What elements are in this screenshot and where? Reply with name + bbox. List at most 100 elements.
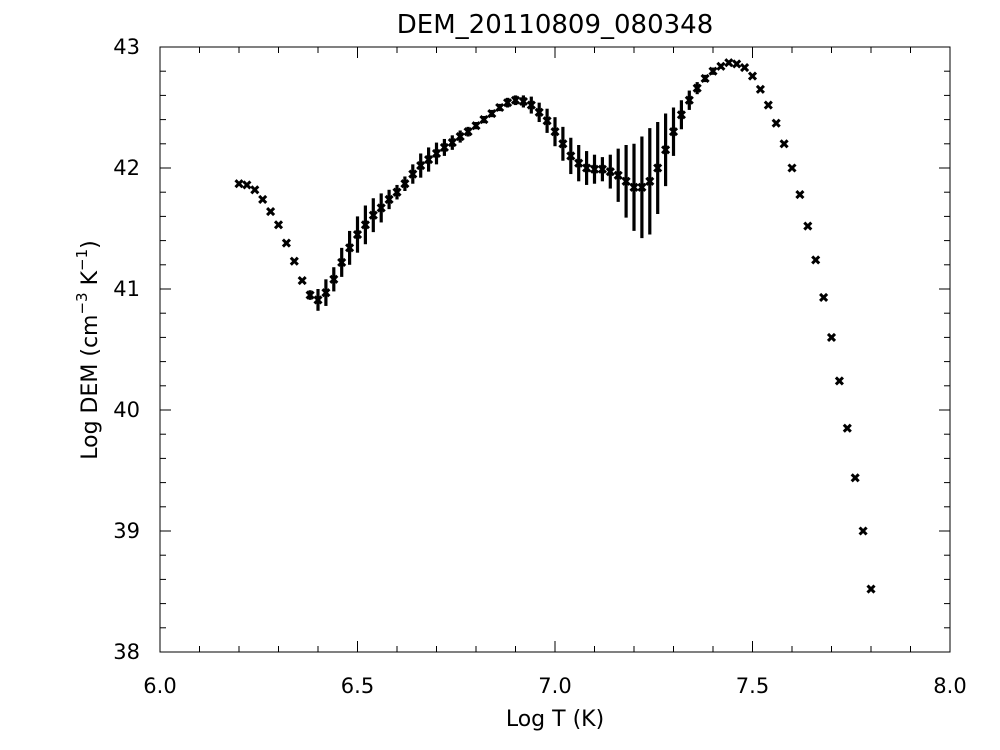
- data-point: [819, 292, 829, 303]
- data-point: [463, 127, 473, 137]
- data-point: [250, 185, 260, 195]
- data-point: [479, 115, 489, 125]
- data-point: [732, 59, 742, 69]
- data-point: [376, 203, 386, 213]
- data-point: [724, 58, 734, 68]
- data-point: [550, 127, 560, 137]
- data-point: [526, 100, 536, 110]
- data-point: [439, 142, 449, 152]
- data-point: [297, 275, 307, 286]
- tick-marks: [159, 46, 951, 653]
- data-point: [668, 127, 679, 137]
- data-point: [811, 255, 821, 265]
- x-tick-label: 6.5: [341, 674, 374, 698]
- data-point: [763, 100, 773, 110]
- tick-labels: 6.0 6.5 7.0 7.5 8.0 38 39 40 41 42 43: [113, 35, 966, 698]
- y-tick-label: 38: [113, 640, 140, 664]
- data-point: [842, 423, 852, 433]
- data-point: [661, 145, 671, 155]
- data-point: [518, 96, 528, 107]
- data-point: [676, 110, 686, 120]
- data-point: [692, 83, 702, 93]
- x-tick-label: 7.0: [538, 674, 571, 698]
- data-point: [510, 95, 521, 105]
- y-tick-label: 42: [113, 156, 140, 180]
- data-point: [613, 170, 623, 180]
- data-point: [431, 148, 442, 159]
- chart-title: DEM_20110809_080348: [397, 10, 713, 40]
- data-point: [834, 376, 844, 386]
- data-point: [795, 190, 805, 200]
- data-point: [329, 274, 339, 284]
- data-point: [392, 187, 402, 197]
- data-point: [471, 121, 481, 131]
- data-point: [368, 210, 378, 220]
- y-axis-label: Log DEM (cm−3 K−1): [73, 240, 103, 459]
- data-point: [566, 151, 576, 161]
- data-point: [850, 473, 860, 483]
- data-point: [755, 84, 765, 94]
- data-points: [234, 58, 876, 594]
- data-point: [424, 154, 434, 165]
- data-point: [313, 295, 323, 305]
- y-tick-label: 40: [113, 398, 140, 422]
- data-point: [534, 107, 544, 117]
- data-point: [826, 332, 837, 342]
- data-point: [273, 220, 284, 230]
- data-point: [574, 158, 584, 168]
- data-point: [447, 138, 457, 148]
- data-point: [637, 182, 647, 192]
- data-point: [771, 118, 781, 128]
- y-tick-label: 43: [113, 35, 140, 59]
- data-point: [779, 139, 789, 149]
- data-point: [621, 176, 631, 186]
- data-point: [242, 180, 252, 190]
- data-point: [558, 139, 568, 149]
- x-tick-label: 6.0: [143, 674, 176, 698]
- data-point: [337, 257, 347, 267]
- data-point: [747, 71, 758, 81]
- data-point: [787, 163, 797, 173]
- data-point: [803, 221, 813, 231]
- plot-frame: [159, 46, 951, 653]
- y-tick-label: 41: [113, 277, 140, 301]
- data-point: [629, 182, 639, 192]
- data-point: [400, 179, 410, 189]
- error-bars: [308, 60, 739, 311]
- data-point: [352, 229, 363, 240]
- data-point: [258, 194, 268, 205]
- data-point: [716, 61, 726, 71]
- data-point: [605, 167, 615, 177]
- data-point: [700, 73, 710, 84]
- data-point: [866, 584, 876, 594]
- data-point: [597, 164, 607, 174]
- data-point: [384, 194, 394, 205]
- data-point: [653, 163, 663, 173]
- data-point: [266, 206, 276, 217]
- data-point: [858, 526, 868, 536]
- data-point: [321, 288, 331, 298]
- data-point: [684, 95, 694, 105]
- data-point: [234, 179, 244, 189]
- x-axis-label: Log T (K): [506, 707, 604, 732]
- data-point: [495, 102, 505, 113]
- data-point: [360, 220, 370, 230]
- data-point: [408, 169, 418, 179]
- data-point: [305, 290, 315, 300]
- x-tick-label: 7.5: [736, 674, 769, 698]
- data-point: [455, 131, 465, 142]
- x-tick-label: 8.0: [933, 674, 966, 698]
- y-tick-label: 39: [113, 519, 140, 543]
- data-point: [582, 163, 592, 173]
- data-point: [740, 63, 750, 73]
- data-point: [589, 164, 600, 174]
- data-point: [345, 243, 355, 253]
- data-point: [487, 108, 497, 119]
- data-point: [416, 161, 426, 171]
- data-point: [708, 66, 718, 76]
- data-point: [289, 256, 299, 266]
- data-point: [542, 116, 552, 126]
- data-point: [503, 98, 513, 108]
- data-point: [645, 176, 655, 186]
